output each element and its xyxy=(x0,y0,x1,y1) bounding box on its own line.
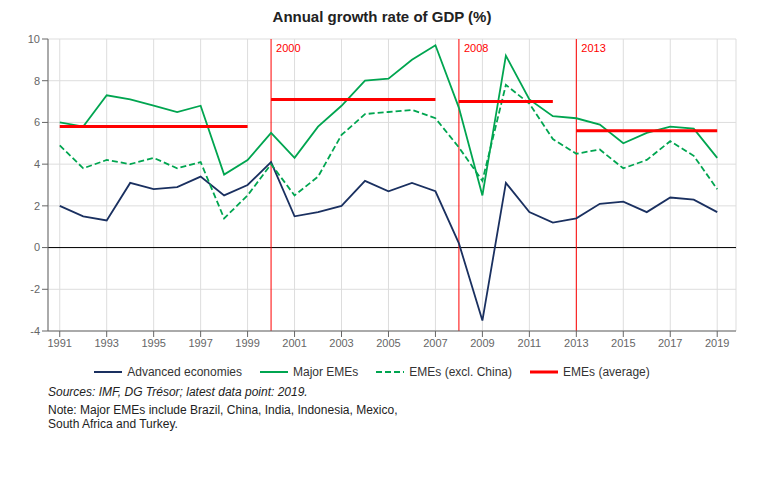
svg-text:2: 2 xyxy=(34,200,40,212)
svg-text:2019: 2019 xyxy=(705,337,729,349)
svg-text:2011: 2011 xyxy=(518,337,542,349)
svg-text:1995: 1995 xyxy=(141,337,165,349)
html-text:Major EMEs: Major EMEs xyxy=(293,365,359,379)
html-text:EMEs (excl. China): EMEs (excl. China) xyxy=(409,365,512,379)
svg-text:2008: 2008 xyxy=(464,42,488,54)
svg-text:0: 0 xyxy=(34,241,40,253)
svg-text:2013: 2013 xyxy=(564,337,588,349)
svg-text:8: 8 xyxy=(34,75,40,87)
svg-text:2009: 2009 xyxy=(470,337,494,349)
svg-text:1991: 1991 xyxy=(47,337,71,349)
html-text:Sources: IMF, DG Trésor; lates: Sources: IMF, DG Trésor; latest data poi… xyxy=(48,385,308,399)
html-text:Annual growth rate of GDP (%): Annual growth rate of GDP (%) xyxy=(272,8,492,25)
svg-text:2013: 2013 xyxy=(581,42,605,54)
svg-text:6: 6 xyxy=(34,116,40,128)
html-text:EMEs (average): EMEs (average) xyxy=(563,365,650,379)
svg-text:1993: 1993 xyxy=(94,337,118,349)
svg-text:4: 4 xyxy=(34,158,40,170)
svg-text:2017: 2017 xyxy=(658,337,682,349)
svg-text:2001: 2001 xyxy=(282,337,306,349)
svg-text:2015: 2015 xyxy=(611,337,635,349)
html-text:South Africa and Turkey.: South Africa and Turkey. xyxy=(48,417,178,431)
svg-text:1999: 1999 xyxy=(235,337,259,349)
svg-text:1997: 1997 xyxy=(188,337,212,349)
svg-text:2003: 2003 xyxy=(329,337,353,349)
svg-text:2005: 2005 xyxy=(376,337,400,349)
svg-text:-2: -2 xyxy=(30,283,40,295)
html-text:Note: Major EMEs include Brazi: Note: Major EMEs include Brazil, China, … xyxy=(48,403,398,417)
html-text:Advanced economies: Advanced economies xyxy=(127,365,242,379)
svg-text:2007: 2007 xyxy=(423,337,447,349)
svg-text:2000: 2000 xyxy=(276,42,300,54)
svg-text:-4: -4 xyxy=(30,325,40,337)
svg-text:10: 10 xyxy=(28,33,40,45)
